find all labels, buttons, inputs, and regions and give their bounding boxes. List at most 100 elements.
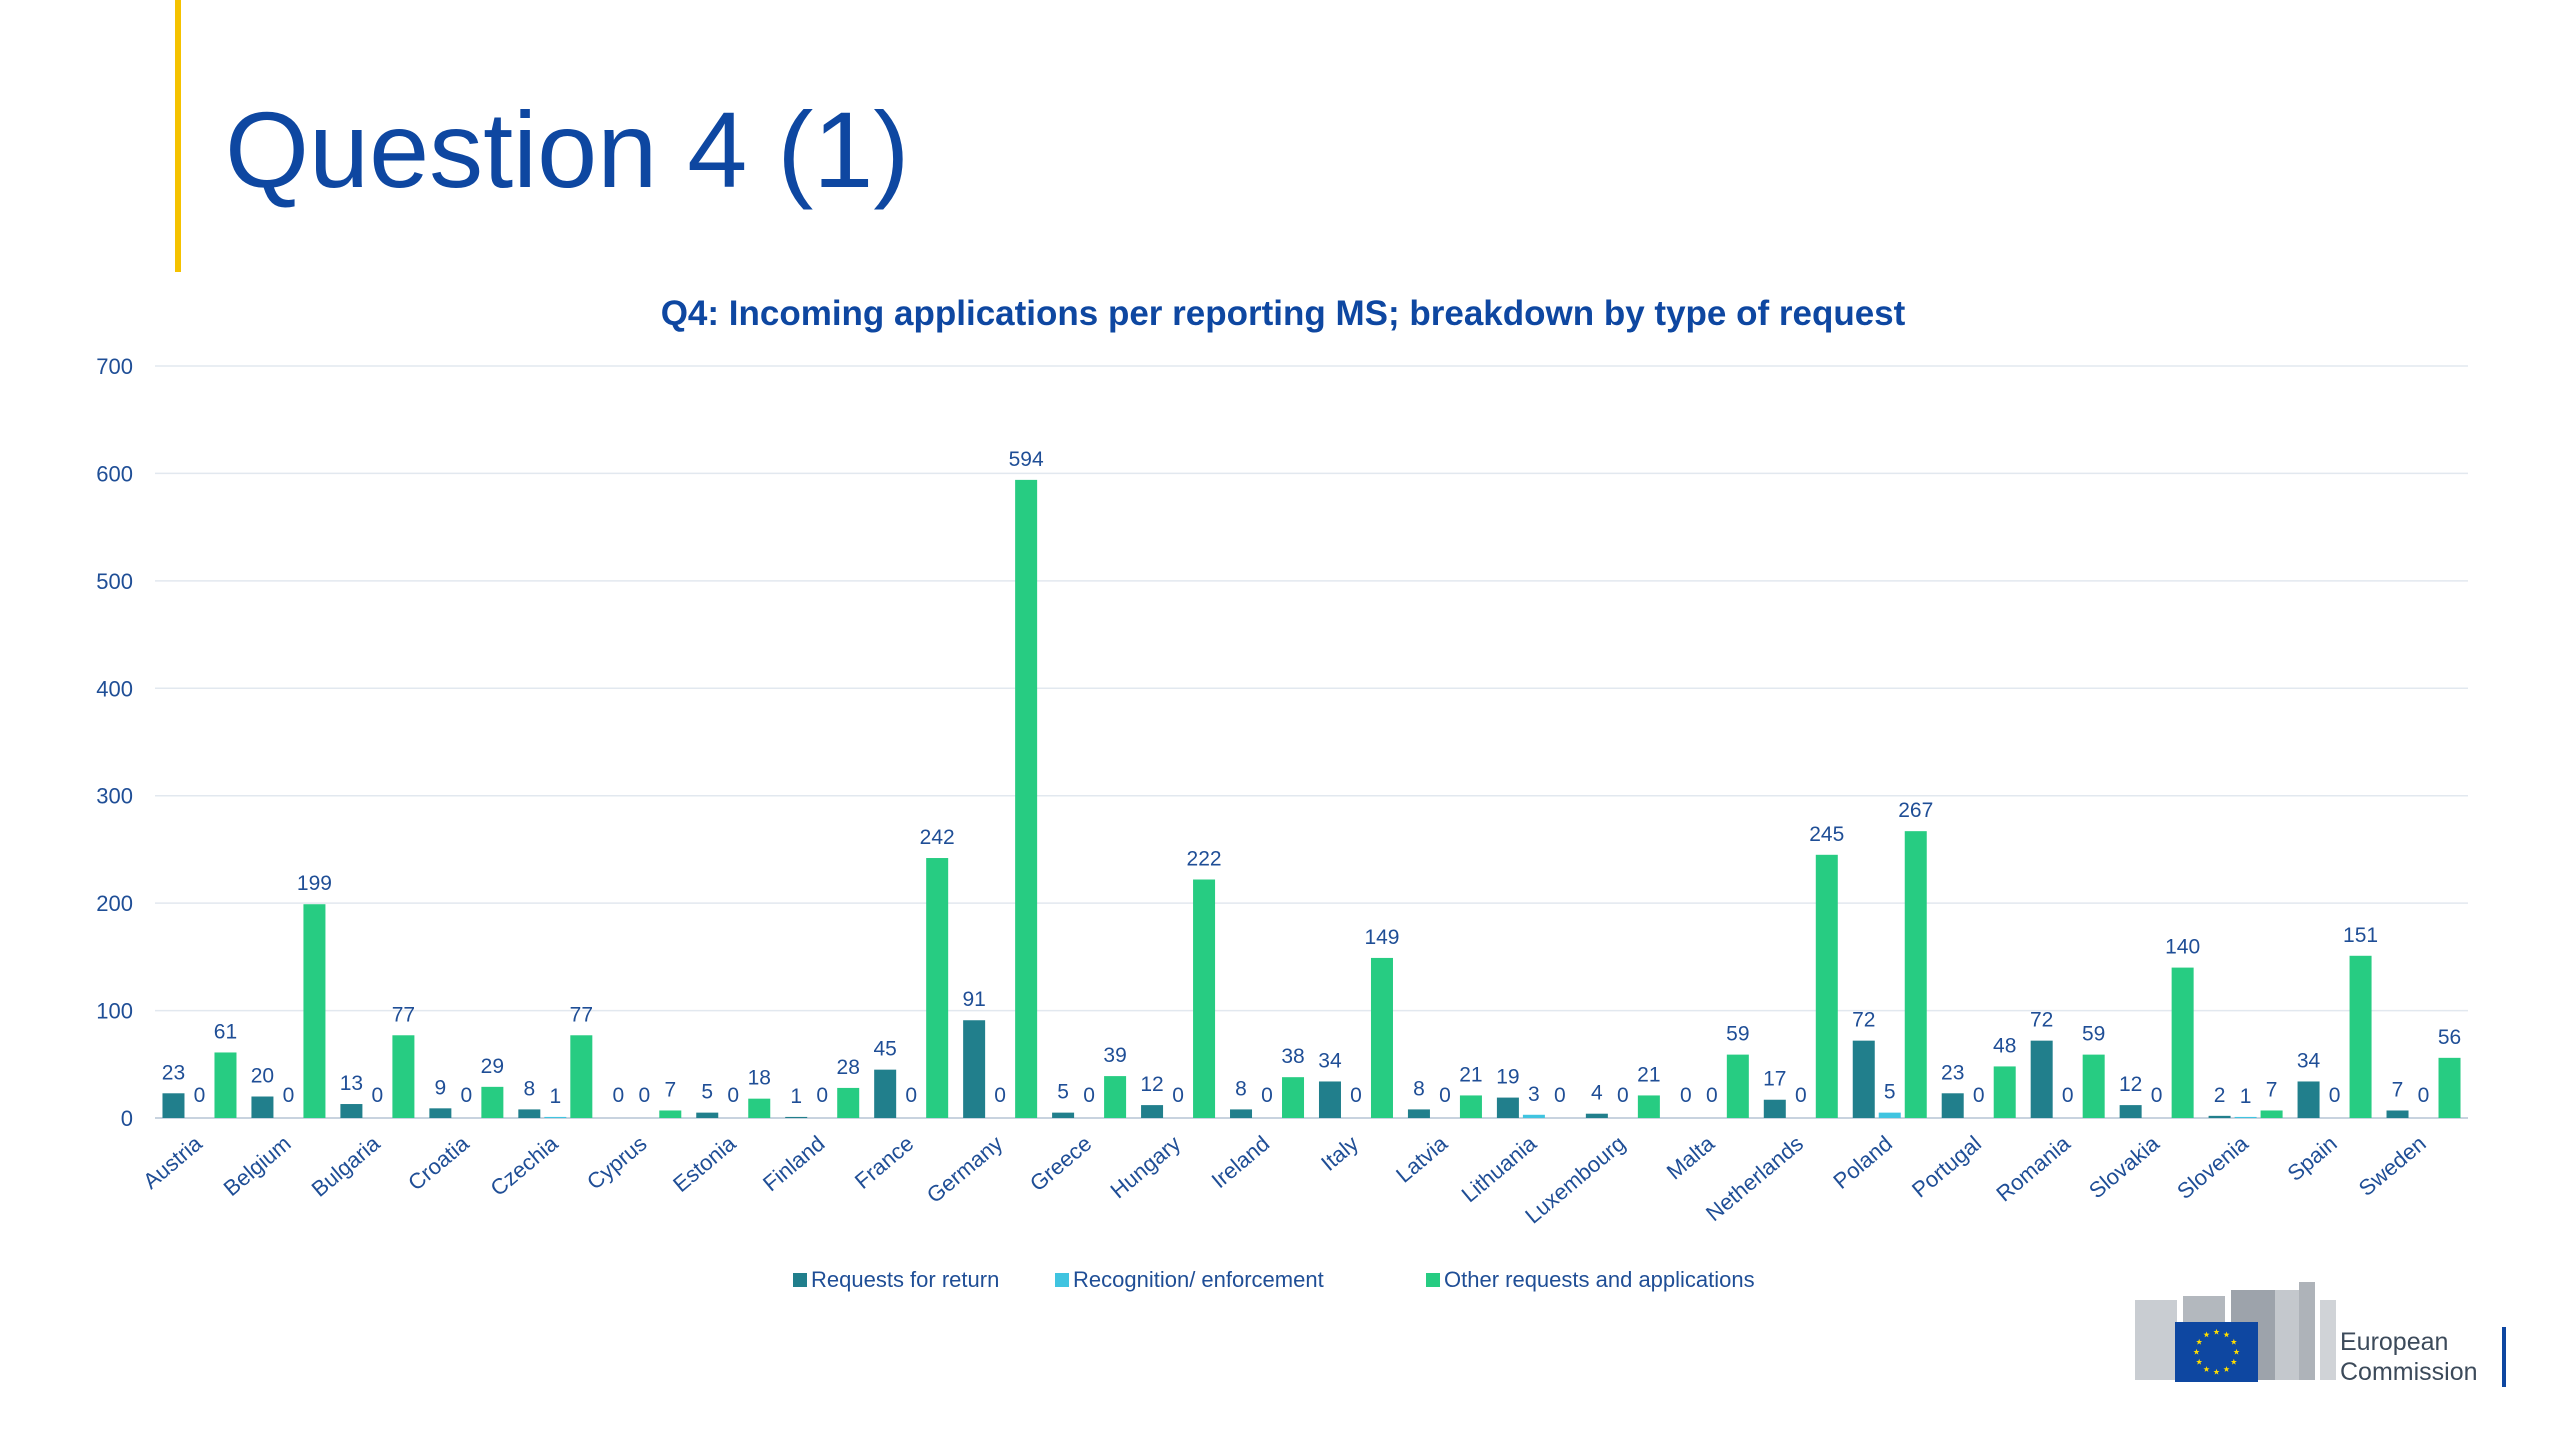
data-label: 7 xyxy=(2266,1078,2278,1101)
bar-return xyxy=(340,1104,363,1118)
bar-other xyxy=(570,1035,593,1118)
bar-return xyxy=(963,1020,986,1118)
bar-return xyxy=(1407,1109,1430,1118)
x-tick-label: Bulgaria xyxy=(307,1130,385,1202)
legend-label: Recognition/ enforcement xyxy=(1073,1267,1324,1292)
data-label: 5 xyxy=(1057,1081,1069,1104)
data-label: 0 xyxy=(1261,1084,1273,1107)
data-label: 21 xyxy=(1459,1063,1482,1086)
bar-return xyxy=(162,1093,185,1118)
data-label: 38 xyxy=(1281,1045,1304,1068)
data-label: 5 xyxy=(701,1081,713,1104)
data-label: 0 xyxy=(1439,1084,1451,1107)
data-label: 0 xyxy=(2062,1084,2074,1107)
bar-other xyxy=(214,1052,237,1118)
logo-divider xyxy=(2502,1327,2506,1387)
data-label: 18 xyxy=(748,1067,771,1090)
eu-star xyxy=(2230,1358,2237,1365)
bar-other xyxy=(303,904,326,1118)
x-tick-label: Slovenia xyxy=(2172,1130,2253,1204)
eu-star xyxy=(2196,1338,2203,1345)
data-label: 151 xyxy=(2343,924,2378,947)
data-label: 91 xyxy=(962,988,985,1011)
data-label: 0 xyxy=(372,1084,384,1107)
data-label: 0 xyxy=(994,1084,1006,1107)
y-tick-label: 400 xyxy=(96,676,133,701)
bar-recognition xyxy=(2234,1116,2257,1118)
bar-recognition xyxy=(1878,1112,1901,1118)
bar-other xyxy=(659,1110,682,1118)
bar-return xyxy=(1763,1099,1786,1118)
x-tick-label: Spain xyxy=(2283,1131,2342,1186)
logo-text-line1: European xyxy=(2340,1328,2448,1356)
bar-other xyxy=(837,1087,860,1118)
data-label: 21 xyxy=(1637,1063,1660,1086)
bar-return xyxy=(2030,1040,2053,1118)
x-tick-label: Slovakia xyxy=(2084,1130,2164,1203)
x-tick-label: Finland xyxy=(758,1131,829,1197)
data-label: 59 xyxy=(1726,1023,1749,1046)
x-tick-label: Romania xyxy=(1991,1130,2075,1206)
eu-star xyxy=(2233,1348,2240,1355)
bar-return xyxy=(1585,1113,1608,1118)
x-axis-ticks: Austria Belgium Bulgaria Croatia Czechia Cypr… xyxy=(138,1130,2431,1228)
data-label: 1 xyxy=(549,1085,561,1108)
legend-swatch xyxy=(793,1273,807,1287)
bar-other xyxy=(2260,1110,2283,1118)
data-label: 2 xyxy=(2214,1084,2226,1107)
x-tick-label: Belgium xyxy=(219,1131,296,1201)
legend-swatch xyxy=(1055,1273,1069,1287)
x-tick-label: Czechia xyxy=(486,1130,564,1201)
bar-other xyxy=(392,1035,415,1118)
data-label: 140 xyxy=(2165,936,2200,959)
data-label: 0 xyxy=(1973,1084,1985,1107)
data-label: 17 xyxy=(1763,1068,1786,1091)
bar-other xyxy=(2082,1054,2105,1118)
eu-star xyxy=(2230,1338,2237,1345)
data-label: 0 xyxy=(461,1084,473,1107)
eu-star xyxy=(2203,1366,2210,1372)
data-label: 0 xyxy=(816,1084,828,1107)
x-tick-label: Estonia xyxy=(668,1130,741,1197)
data-label: 8 xyxy=(1413,1077,1425,1100)
y-axis-ticks: 0 100 200 300 400 500 600 700 xyxy=(96,354,133,1131)
x-tick-label: Hungary xyxy=(1106,1131,1186,1204)
eu-star xyxy=(2193,1348,2200,1355)
x-tick-label: Austria xyxy=(138,1130,207,1194)
data-label: 23 xyxy=(1941,1061,1964,1084)
slide-title: Question 4 (1) xyxy=(225,89,910,210)
data-label: 19 xyxy=(1496,1066,1519,1089)
data-label: 0 xyxy=(2329,1084,2341,1107)
bar-other xyxy=(1282,1077,1305,1118)
bar-other xyxy=(1193,879,1216,1118)
title-accent-bar xyxy=(175,0,181,272)
data-label: 0 xyxy=(1680,1084,1692,1107)
data-label: 0 xyxy=(612,1084,624,1107)
eu-star xyxy=(2223,1331,2230,1338)
data-label: 56 xyxy=(2438,1026,2461,1049)
bar-other xyxy=(1459,1095,1482,1118)
bar-other xyxy=(1370,957,1393,1118)
european-commission-logo: European Commission xyxy=(2135,1282,2506,1387)
x-tick-label: Portugal xyxy=(1907,1131,1986,1203)
bar-return xyxy=(1230,1109,1253,1118)
y-tick-label: 300 xyxy=(96,784,133,809)
data-label: 77 xyxy=(570,1003,593,1026)
data-label: 72 xyxy=(1852,1009,1875,1032)
bar-return xyxy=(429,1108,452,1118)
data-label: 12 xyxy=(1140,1073,1163,1096)
logo-text-line2: Commission xyxy=(2340,1358,2478,1386)
data-label: 4 xyxy=(1591,1082,1603,1105)
chart-title: Q4: Incoming applications per reporting … xyxy=(661,294,1906,333)
data-label: 0 xyxy=(1795,1084,1807,1107)
data-label: 45 xyxy=(873,1038,896,1061)
bar-recognition xyxy=(1522,1114,1545,1118)
bar-other xyxy=(1637,1095,1660,1118)
bar-return xyxy=(1318,1081,1341,1118)
x-tick-label: Lithuania xyxy=(1457,1130,1542,1207)
x-tick-label: Poland xyxy=(1828,1131,1897,1194)
eu-star xyxy=(2223,1366,2230,1372)
data-label: 0 xyxy=(2418,1084,2430,1107)
bar-return xyxy=(518,1109,541,1118)
